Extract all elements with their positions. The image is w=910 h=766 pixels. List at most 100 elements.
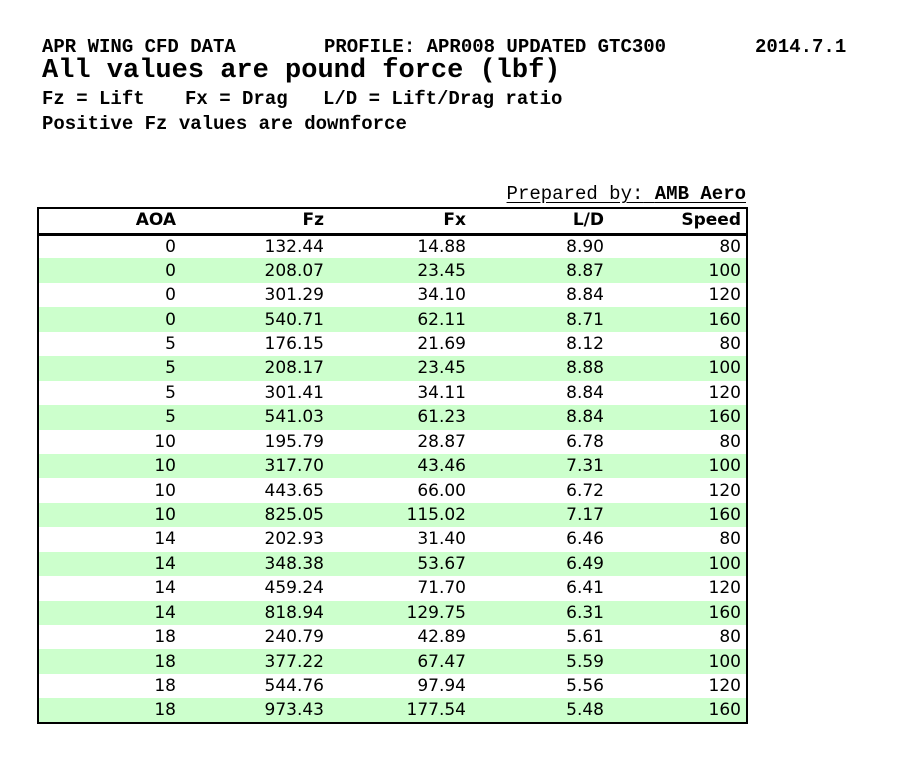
subtitle: All values are pound force (lbf): [42, 56, 561, 86]
table-cell: 0: [165, 236, 176, 257]
table-cell: 8.84: [566, 285, 604, 306]
table-cell: 0: [165, 260, 176, 281]
table-cell: 34.11: [417, 382, 466, 403]
table-cell: 177.54: [406, 700, 466, 721]
table-cell: 100: [708, 358, 741, 379]
table-cell: 160: [708, 700, 741, 721]
table-cell: 8.84: [566, 382, 604, 403]
legend-line: Fz = Lift Fx = Drag L/D = Lift/Drag rati…: [42, 88, 872, 110]
table-row: 0 540.71 62.11 8.71 160: [38, 307, 747, 332]
table-row: 10 825.05 115.02 7.17 160: [38, 502, 747, 528]
table-cell: 0: [165, 309, 176, 330]
table-cell: 62.11: [417, 309, 466, 330]
table-cell: 8.88: [566, 358, 604, 379]
column-header-ld: L/D: [471, 208, 609, 236]
table-cell: 7.31: [566, 456, 604, 477]
table-cell: 6.31: [566, 602, 604, 623]
table-cell: 202.93: [264, 529, 324, 550]
table-cell: 80: [719, 431, 741, 452]
table-cell: 61.23: [417, 407, 466, 428]
legend-fx: Fx = Drag: [185, 88, 288, 110]
table-cell: 5: [165, 382, 176, 403]
cfd-data-table: AOA Fz Fx L/D Speed 0 132.44 14.88 8.90 80 0 208.0…: [37, 207, 748, 724]
table-cell: 6.41: [566, 578, 604, 599]
table-cell: 14.88: [417, 236, 466, 257]
table-cell: 5: [165, 333, 176, 354]
table-cell: 97.94: [417, 676, 466, 697]
table-cell: 459.24: [264, 578, 324, 599]
legend-ld: L/D = Lift/Drag ratio: [323, 88, 563, 110]
table-row: 5 301.41 34.11 8.84 120: [38, 381, 747, 405]
table-cell: 160: [708, 602, 741, 623]
table-cell: 18: [154, 651, 176, 672]
prepared-by-label: Prepared by:: [506, 183, 644, 205]
legend-fz: Fz = Lift: [42, 88, 145, 110]
table-cell: 8.12: [566, 333, 604, 354]
table-row: 5 541.03 61.23 8.84 160: [38, 405, 747, 430]
table-cell: 6.46: [566, 529, 604, 550]
table-cell: 129.75: [406, 602, 466, 623]
table-cell: 100: [708, 456, 741, 477]
table-cell: 317.70: [264, 456, 324, 477]
table-body: 0 132.44 14.88 8.90 80 0 208.07 23.45 8.87 100 0 30…: [38, 234, 747, 723]
table-cell: 301.29: [264, 285, 324, 306]
table-cell: 160: [708, 505, 741, 526]
prepared-by-line: Prepared by: AMB Aero: [37, 183, 746, 205]
table-cell: 540.71: [264, 309, 324, 330]
table-cell: 115.02: [406, 505, 466, 526]
table-cell: 544.76: [264, 676, 324, 697]
table-cell: 240.79: [264, 627, 324, 648]
column-header-speed: Speed: [609, 208, 747, 236]
table-cell: 0: [165, 285, 176, 306]
table-cell: 160: [708, 407, 741, 428]
document-title: APR WING CFD DATA: [42, 36, 236, 58]
table-cell: 23.45: [417, 358, 466, 379]
table-cell: 377.22: [264, 651, 324, 672]
table-row: 0 301.29 34.10 8.84 120: [38, 283, 747, 307]
table-row: 5 176.15 21.69 8.12 80: [38, 332, 747, 356]
table-row: 18 240.79 42.89 5.61 80: [38, 625, 747, 649]
table-cell: 8.90: [566, 236, 604, 257]
table-cell: 5.61: [566, 627, 604, 648]
table-cell: 825.05: [264, 505, 324, 526]
table-cell: 301.41: [264, 382, 324, 403]
table-cell: 28.87: [417, 431, 466, 452]
table-cell: 6.49: [566, 553, 604, 574]
table-cell: 10: [154, 480, 176, 501]
table-row: 0 132.44 14.88 8.90 80: [38, 234, 747, 258]
table-cell: 120: [708, 480, 741, 501]
column-header-fx: Fx: [329, 208, 471, 236]
table-cell: 23.45: [417, 260, 466, 281]
table-cell: 10: [154, 431, 176, 452]
table-cell: 43.46: [417, 456, 466, 477]
note-line: Positive Fz values are downforce: [42, 113, 407, 135]
table-row: 18 377.22 67.47 5.59 100: [38, 649, 747, 674]
table-cell: 7.17: [566, 505, 604, 526]
table-cell: 348.38: [264, 553, 324, 574]
table-cell: 8.87: [566, 260, 604, 281]
table-cell: 14: [154, 529, 176, 550]
table-row: 5 208.17 23.45 8.88 100: [38, 356, 747, 381]
table-cell: 14: [154, 553, 176, 574]
data-table: AOA Fz Fx L/D Speed 0 132.44 14.88 8.90 80 0 208.0…: [37, 207, 748, 724]
table-cell: 8.71: [566, 309, 604, 330]
table-cell: 8.84: [566, 407, 604, 428]
page-title-line: APR WING CFD DATA PROFILE: APR008 UPDATE…: [42, 36, 872, 58]
table-cell: 176.15: [264, 333, 324, 354]
table-cell: 18: [154, 627, 176, 648]
table-cell: 5: [165, 407, 176, 428]
table-cell: 160: [708, 309, 741, 330]
table-row: 0 208.07 23.45 8.87 100: [38, 258, 747, 283]
table-cell: 100: [708, 260, 741, 281]
table-cell: 80: [719, 333, 741, 354]
table-cell: 10: [154, 505, 176, 526]
table-row: 10 443.65 66.00 6.72 120: [38, 478, 747, 502]
table-cell: 208.17: [264, 358, 324, 379]
table-cell: 208.07: [264, 260, 324, 281]
table-cell: 100: [708, 651, 741, 672]
table-row: 10 195.79 28.87 6.78 80: [38, 430, 747, 454]
table-cell: 132.44: [264, 236, 324, 257]
table-cell: 818.94: [264, 602, 324, 623]
table-row: 18 973.43 177.54 5.48 160: [38, 698, 747, 723]
table-row: 14 459.24 71.70 6.41 120: [38, 576, 747, 600]
